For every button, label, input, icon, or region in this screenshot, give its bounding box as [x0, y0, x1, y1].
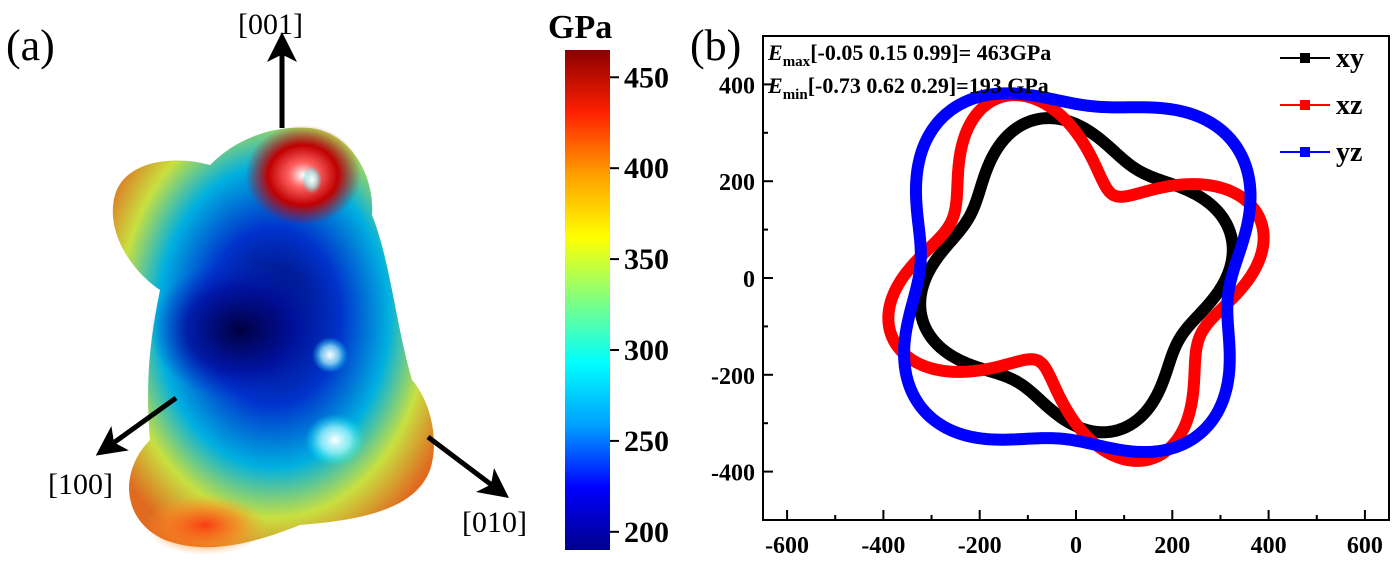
y-tick-label: -400 [711, 461, 755, 487]
surface-highlight-3 [302, 166, 322, 194]
x-tick-label: -400 [861, 533, 905, 559]
legend-marker [1300, 147, 1310, 157]
panel-b-label: (b) [690, 21, 741, 70]
colorbar: GPa 450 400 350 300 250 200 [548, 9, 669, 550]
legend-marker [1300, 53, 1310, 63]
annotation-emax-text: [-0.05 0.15 0.99]= 463GPa [810, 40, 1051, 65]
surface-bottom-warm [145, 495, 265, 555]
surface-dark-band [150, 260, 330, 400]
y-tick-label: -200 [711, 364, 755, 390]
x-tick-label: 200 [1154, 533, 1190, 559]
arrow-010 [426, 435, 509, 499]
colorbar-tick-label: 400 [624, 152, 669, 185]
legend-item-xy: xy [1280, 43, 1364, 74]
label-100: [100] [48, 468, 113, 501]
annotation-emax: Emax[-0.05 0.15 0.99]= 463GPa [767, 40, 1051, 70]
panel-b: (b) -600 -400 -200 0 200 400 600 -400 -200 0 200 40… [690, 21, 1390, 559]
legend-item-yz: yz [1280, 137, 1362, 168]
colorbar-tick-label: 350 [624, 243, 669, 276]
y-tick-label: 400 [719, 73, 755, 99]
x-tick-label: 0 [1070, 533, 1082, 559]
axis-ticks: -600 -400 -200 0 200 400 600 -400 -200 0 200 400 [711, 73, 1383, 559]
x-tick-label: -200 [958, 533, 1002, 559]
annotation-emin-text: [-0.73 0.62 0.29]=193 GPa [808, 73, 1049, 98]
legend-label: xz [1336, 90, 1362, 121]
x-tick-label: 400 [1251, 533, 1287, 559]
surface-highlight-2 [305, 414, 365, 466]
x-tick-label: -600 [765, 533, 809, 559]
label-010: [010] [462, 506, 527, 539]
elastic-surface-3d [112, 125, 434, 555]
series-line-yz [898, 87, 1257, 459]
colorbar-tick-label: 300 [624, 334, 669, 367]
colorbar-tick-label: 200 [624, 516, 669, 549]
colorbar-tick-label: 250 [624, 425, 669, 458]
label-001: [001] [238, 8, 303, 41]
series-line-xz [882, 89, 1270, 467]
colorbar-ticks: 450 400 350 300 250 200 [610, 61, 669, 549]
panel-a: (a) [001] [100] [010] GPa 450 400 350 300 25… [6, 8, 669, 555]
legend-label: xy [1336, 43, 1364, 74]
annotation-emax-symbol: E [767, 40, 783, 65]
legend-label: yz [1336, 137, 1362, 168]
plot-curves [882, 87, 1270, 467]
annotation-emax-sub: max [783, 54, 811, 70]
legend-item-xz: xz [1280, 90, 1362, 121]
legend-marker [1300, 100, 1310, 110]
surface-highlight-1 [312, 337, 348, 373]
y-tick-label: 0 [743, 267, 755, 293]
colorbar-rect [565, 50, 610, 550]
annotation-emin-symbol: E [767, 73, 783, 98]
x-tick-label: 600 [1347, 533, 1383, 559]
legend: xy xz yz [1280, 43, 1364, 168]
annotation-emin: Emin[-0.73 0.62 0.29]=193 GPa [767, 73, 1049, 103]
colorbar-tick-label: 450 [624, 61, 669, 94]
annotations: Emax[-0.05 0.15 0.99]= 463GPa Emin[-0.73… [767, 40, 1051, 103]
y-tick-label: 200 [719, 170, 755, 196]
direction-axes: [001] [100] [010] [48, 8, 527, 539]
series-line-xy [914, 112, 1239, 439]
arrow-100 [95, 395, 178, 456]
panel-a-label: (a) [6, 21, 55, 70]
annotation-emin-sub: min [783, 87, 809, 103]
colorbar-title: GPa [548, 9, 612, 46]
